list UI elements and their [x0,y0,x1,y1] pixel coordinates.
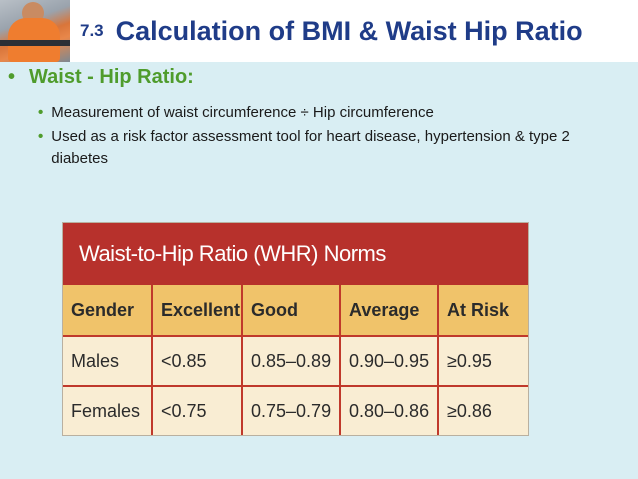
table-title: Waist-to-Hip Ratio (WHR) Norms [63,223,528,285]
whr-norms-table: Waist-to-Hip Ratio (WHR) Norms Gender Ex… [62,222,529,436]
column-header: Excellent [152,285,243,337]
sub-bullet-text: Used as a risk factor assessment tool fo… [51,128,570,167]
table-cell: 0.80–0.86 [340,386,439,435]
sub-bullet-text: Measurement of waist circumference ÷ Hip… [51,104,434,121]
photo-bar [0,40,70,46]
header-photo [0,0,70,62]
column-header: Good [242,285,341,337]
table-cell: 0.75–0.79 [242,386,341,435]
table-cell: ≥0.95 [438,336,528,387]
table-header-row: Gender Excellent Good Average At Risk [63,285,528,337]
bullet-dot-icon: • [8,66,16,88]
table-row: Females <0.75 0.75–0.79 0.80–0.86 ≥0.86 [63,386,528,435]
table-cell: 0.85–0.89 [242,336,341,387]
sub-bullet: • Measurement of waist circumference ÷ H… [38,102,618,124]
slide-header: 7.3 Calculation of BMI & Waist Hip Ratio [0,0,638,62]
table-cell: 0.90–0.95 [340,336,439,387]
page-title: Calculation of BMI & Waist Hip Ratio [115,15,583,46]
table-cell: <0.85 [152,336,243,387]
slide-title: 7.3 Calculation of BMI & Waist Hip Ratio [80,0,583,62]
bullet-dot-icon: • [38,104,44,121]
sub-bullet-list: • Measurement of waist circumference ÷ H… [38,102,618,172]
column-header: Gender [63,285,153,337]
sub-bullet: • Used as a risk factor assessment tool … [38,126,618,170]
table-row: Males <0.85 0.85–0.89 0.90–0.95 ≥0.95 [63,336,528,387]
table-cell: Females [63,386,153,435]
bullet-dot-icon: • [38,128,44,145]
bullet-heading-text: Waist - Hip Ratio: [29,66,194,88]
table-cell: ≥0.86 [438,386,528,435]
column-header: Average [340,285,439,337]
norms-grid: Gender Excellent Good Average At Risk Ma… [63,285,528,435]
section-number: 7.3 [80,21,104,40]
column-header: At Risk [438,285,528,337]
table-cell: Males [63,336,153,387]
bullet-heading: • Waist - Hip Ratio: [8,66,194,89]
table-cell: <0.75 [152,386,243,435]
